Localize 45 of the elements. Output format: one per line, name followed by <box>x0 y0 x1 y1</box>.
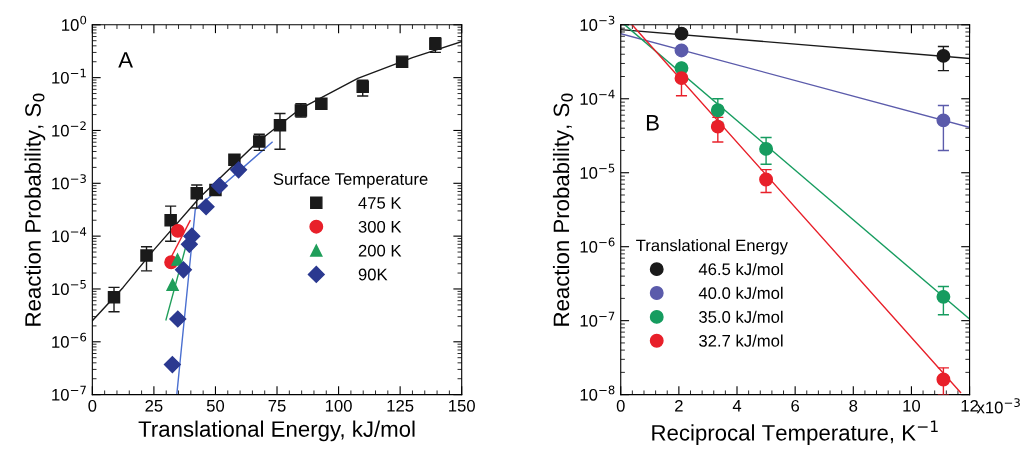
y-tick-label: 10$^{0}$ <box>62 15 87 31</box>
x-tick-label: 100 <box>325 399 352 412</box>
x-tick-label: 2 <box>675 399 683 412</box>
y-tick-label: 10$^{−4}$ <box>580 89 615 105</box>
x-tick-label: 8 <box>849 399 858 412</box>
x-tick-label: 125 <box>387 399 414 412</box>
x-tick-label: 150 <box>449 399 475 412</box>
x-tick-label: 4 <box>732 400 742 412</box>
y-tick-label: 10$^{−5}$ <box>580 163 615 179</box>
legend-label: 40.0 kJ/mol <box>698 286 783 300</box>
legend-label: 475 K <box>358 197 402 209</box>
y-tick-label: 10$^{−4}$ <box>52 227 87 243</box>
legend-label: 35.0 kJ/mol <box>699 310 783 323</box>
y-tick-label: 10$^{−3}$ <box>580 15 615 31</box>
y-tick-label: 10$^{−5}$ <box>52 280 86 296</box>
annotation: B <box>646 115 659 131</box>
legend-label: 90K <box>358 268 388 281</box>
y-tick-label: 10$^{−3}$ <box>52 174 86 190</box>
legend-label: 300 K <box>358 220 402 233</box>
legend-label: 32.7 kJ/mol <box>699 334 783 347</box>
text: x10$^{−3}$ <box>976 398 1020 414</box>
y-tick-label: 10$^{−6}$ <box>580 237 615 253</box>
legend-title: Translational Energy <box>636 239 788 255</box>
x-tick-label: 75 <box>268 400 286 412</box>
x-tick-label: 0 <box>616 399 625 412</box>
y-tick-label: 10$^{−6}$ <box>52 332 87 348</box>
y-axis-title: Reaction Probability, S$_{0}$ <box>24 93 46 326</box>
legend-label: 46.5 kJ/mol <box>698 262 783 276</box>
x-tick-label: 12 <box>961 399 978 412</box>
y-tick-label: 10$^{−1}$ <box>52 68 86 84</box>
legend-label: 200 K <box>358 244 402 257</box>
x-tick-label: 6 <box>791 399 800 412</box>
x-tick-label: 50 <box>206 399 225 412</box>
y-axis-title: Reaction Probability, S$_{0}$ <box>552 93 574 326</box>
legend-title: Surface Temperature <box>273 172 428 189</box>
y-tick-label: 10$^{−8}$ <box>580 385 615 401</box>
y-tick-label: 10$^{−7}$ <box>52 385 86 401</box>
x-axis-title: Reciprocal Temperature, K$^{−1}$ <box>652 420 938 446</box>
y-tick-label: 10$^{−2}$ <box>52 121 86 137</box>
x-tick-label: 10 <box>903 399 921 412</box>
x-tick-label: 0 <box>88 399 97 412</box>
x-tick-label: 25 <box>145 399 163 412</box>
y-tick-label: 10$^{−7}$ <box>580 311 615 327</box>
annotation: A <box>118 52 133 68</box>
x-axis-title: Translational Energy, kJ/mol <box>138 420 415 442</box>
